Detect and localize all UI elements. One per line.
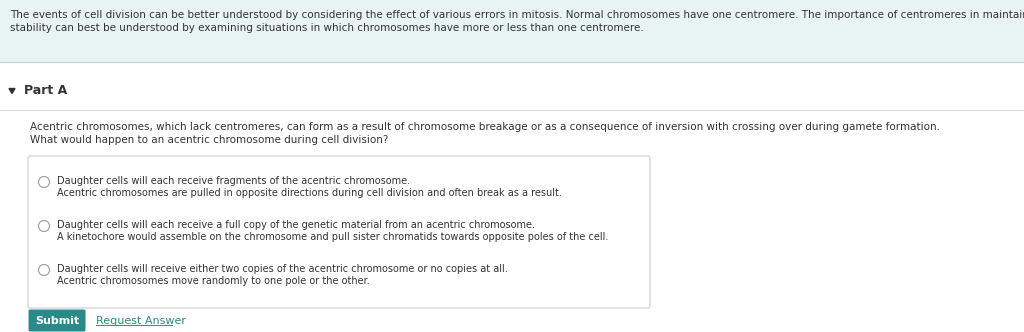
Text: Submit: Submit xyxy=(35,315,79,325)
Text: What would happen to an acentric chromosome during cell division?: What would happen to an acentric chromos… xyxy=(30,135,388,145)
FancyBboxPatch shape xyxy=(29,309,85,331)
Circle shape xyxy=(39,265,49,276)
Text: Acentric chromosomes, which lack centromeres, can form as a result of chromosome: Acentric chromosomes, which lack centrom… xyxy=(30,122,940,132)
Text: Acentric chromosomes move randomly to one pole or the other.: Acentric chromosomes move randomly to on… xyxy=(57,276,370,286)
Text: Daughter cells will each receive fragments of the acentric chromosome.: Daughter cells will each receive fragmen… xyxy=(57,176,411,186)
Circle shape xyxy=(39,177,49,188)
Text: Acentric chromosomes are pulled in opposite directions during cell division and : Acentric chromosomes are pulled in oppos… xyxy=(57,188,562,198)
Text: The events of cell division can be better understood by considering the effect o: The events of cell division can be bette… xyxy=(10,10,1024,20)
Text: stability can best be understood by examining situations in which chromosomes ha: stability can best be understood by exam… xyxy=(10,23,644,33)
FancyBboxPatch shape xyxy=(0,0,1024,62)
Text: Part A: Part A xyxy=(24,85,68,98)
Circle shape xyxy=(39,220,49,231)
Text: Request Answer: Request Answer xyxy=(96,315,186,325)
Text: Daughter cells will each receive a full copy of the genetic material from an ace: Daughter cells will each receive a full … xyxy=(57,220,535,230)
Polygon shape xyxy=(9,89,15,94)
Text: Daughter cells will receive either two copies of the acentric chromosome or no c: Daughter cells will receive either two c… xyxy=(57,264,508,274)
Text: A kinetochore would assemble on the chromosome and pull sister chromatids toward: A kinetochore would assemble on the chro… xyxy=(57,232,608,242)
FancyBboxPatch shape xyxy=(28,156,650,308)
